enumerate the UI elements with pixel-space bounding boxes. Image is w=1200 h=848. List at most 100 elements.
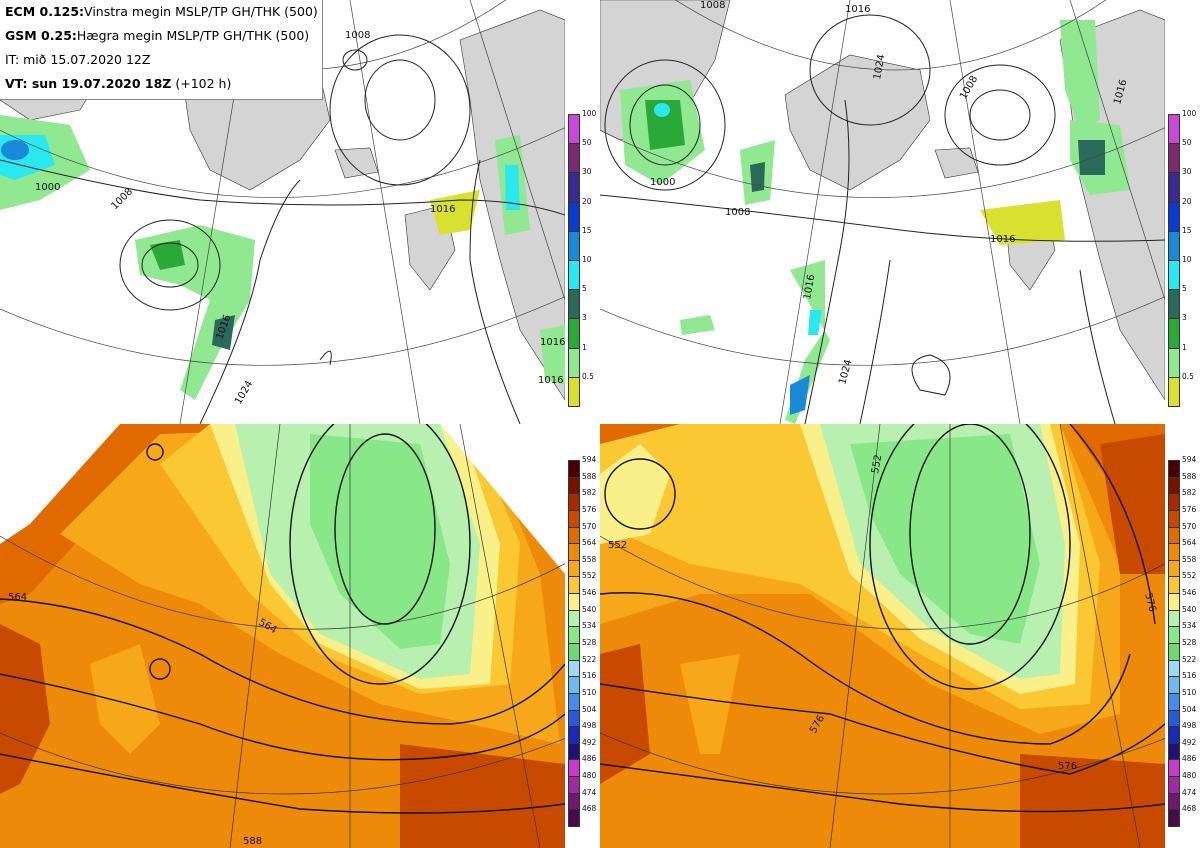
lead-time: (+102 h) — [175, 76, 232, 91]
isobar-label: 1008 — [700, 0, 725, 11]
colorbar-label: 576 — [1182, 504, 1197, 514]
colorbar-label: 582 — [582, 488, 597, 498]
colorbar-label: 50 — [582, 138, 592, 148]
colorbar-swatch — [1168, 347, 1180, 378]
longitude-line — [229, 424, 281, 848]
isobar — [604, 59, 726, 191]
colorbar-swatch — [1168, 759, 1180, 778]
colorbar-swatch — [1168, 742, 1180, 761]
colorbar-label: 1 — [1182, 342, 1187, 352]
height-contour — [600, 683, 1165, 775]
colorbar-swatch — [568, 509, 580, 528]
colorbar-swatch — [1168, 289, 1180, 320]
height-label: 552 — [870, 454, 884, 475]
colorbar-label: 468 — [1182, 804, 1197, 814]
precip-area — [654, 103, 670, 117]
colorbar-swatch — [1168, 809, 1180, 827]
colorbar-label: 534 — [582, 621, 597, 631]
isobar — [0, 159, 565, 216]
colorbar-label: 30 — [582, 167, 592, 177]
isobar — [859, 259, 891, 424]
colorbar-label: 528 — [582, 638, 597, 647]
isobar — [199, 179, 301, 424]
colorbar-swatch — [1168, 559, 1180, 578]
colorbar-swatch — [568, 476, 580, 495]
colorbar-label: 474 — [1182, 787, 1197, 797]
no-data-area — [440, 424, 565, 574]
thickness-band — [1020, 754, 1165, 848]
colorbar-swatch — [1168, 509, 1180, 528]
colorbar-label: 564 — [1182, 538, 1197, 548]
colorbar-label: 522 — [582, 654, 597, 664]
colorbar-swatch — [568, 493, 580, 511]
colorbar-label: 480 — [582, 771, 597, 781]
colorbar-swatch — [568, 172, 580, 203]
isobar — [329, 34, 471, 186]
colorbar-label: 15 — [1182, 225, 1192, 235]
isobar — [469, 159, 521, 424]
colorbar-swatch — [568, 114, 580, 145]
colorbar-swatch — [1168, 376, 1180, 407]
info-line-ecm: ECM 0.125:Vinstra megin MSLP/TP GH/THK (… — [5, 0, 322, 24]
isobar — [911, 354, 951, 396]
ecm-description: Vinstra megin MSLP/TP GH/THK (500) — [84, 4, 318, 19]
longitude-line — [949, 0, 1021, 424]
isobar — [629, 84, 701, 166]
colorbar-label: 570 — [1182, 521, 1197, 531]
thickness-band — [600, 644, 650, 784]
longitude-line — [1059, 424, 1141, 848]
colorbar-label: 552 — [1182, 571, 1197, 581]
height-contour — [0, 673, 565, 761]
colorbar-swatch — [568, 201, 580, 232]
isobar-label: 1016 — [430, 204, 455, 215]
gsm-mslp-precip-map: 1008 1016 1024 1008 1000 1008 1016 1016 … — [600, 0, 1165, 424]
precip-area — [1, 140, 29, 160]
isobar — [364, 59, 436, 141]
colorbar-label: 10 — [582, 255, 592, 264]
precip-area — [540, 325, 565, 385]
latitude-line — [0, 127, 565, 198]
isobar — [342, 49, 368, 71]
colorbar-label: 492 — [582, 737, 597, 747]
colorbar-label: 546 — [582, 588, 597, 598]
precip-colorbar-left: 100 50 30 20 15 10 5 3 1 0.5 — [568, 110, 598, 407]
colorbar-swatch — [568, 692, 580, 711]
precip-area — [505, 165, 520, 210]
colorbar-label: 504 — [1182, 704, 1197, 714]
colorbar-label: 20 — [1182, 196, 1192, 206]
latitude-line — [0, 296, 565, 366]
isobar-label: 1008 — [345, 30, 370, 41]
colorbar-label: 100 — [1182, 109, 1197, 118]
colorbar-swatch — [1168, 676, 1180, 694]
thickness-band — [600, 444, 670, 544]
height-contour — [1069, 424, 1156, 625]
colorbar-swatch — [568, 289, 580, 320]
gsm-model-label: GSM 0.25: — [5, 28, 77, 43]
colorbar-swatch — [568, 626, 580, 644]
isobar — [319, 350, 332, 366]
iceland-land — [334, 147, 379, 179]
colorbar-label: 594 — [1182, 455, 1197, 464]
height-contour — [334, 433, 436, 625]
colorbar-swatch — [1168, 593, 1180, 611]
colorbar-swatch — [568, 709, 580, 728]
height-label: 588 — [243, 836, 262, 847]
colorbar-label: 516 — [582, 671, 597, 681]
colorbar-swatch — [1168, 643, 1180, 661]
longitude-line — [779, 0, 851, 424]
colorbar-swatch — [568, 376, 580, 407]
isobar-label: 1016 — [845, 4, 870, 15]
latitude-line — [600, 535, 1165, 630]
height-contour — [0, 598, 565, 725]
colorbar-swatch — [1168, 776, 1180, 794]
isobar-label: 1008 — [725, 207, 750, 218]
isobar — [944, 64, 1056, 166]
thickness-band — [1100, 434, 1165, 574]
colorbar-label: 540 — [582, 604, 597, 614]
colorbar-label: 570 — [582, 521, 597, 531]
colorbar-swatch — [1168, 143, 1180, 174]
colorbar-label: 498 — [582, 721, 597, 731]
precip-area — [790, 375, 810, 415]
colorbar-label: 480 — [1182, 771, 1197, 781]
precip-area — [785, 260, 830, 424]
